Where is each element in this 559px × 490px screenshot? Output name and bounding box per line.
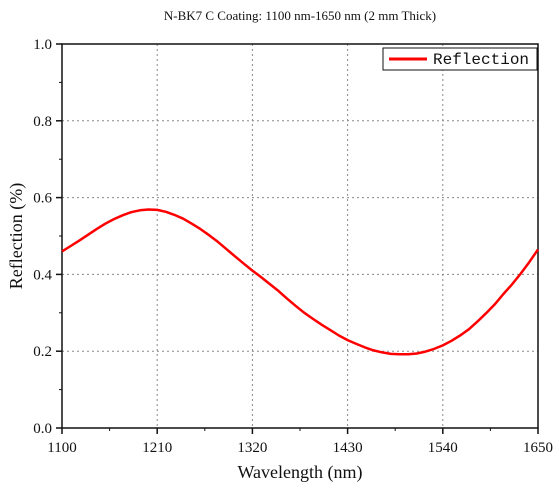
legend: Reflection — [382, 47, 538, 71]
x-tick-label: 1210 — [142, 440, 172, 456]
chart-title: N-BK7 C Coating: 1100 nm-1650 nm (2 mm T… — [164, 8, 436, 23]
series-lines — [61, 208, 540, 356]
y-tick-label: 0.0 — [33, 421, 52, 437]
x-tick-label: 1430 — [333, 440, 363, 456]
y-tick-label: 0.4 — [33, 267, 52, 283]
y-axis-label: Reflection (%) — [6, 183, 27, 289]
y-tick-label: 0.8 — [33, 114, 52, 130]
y-tick-label: 0.2 — [33, 344, 52, 360]
y-tick-label: 1.0 — [33, 37, 52, 53]
legend-label: Reflection — [433, 51, 529, 69]
series-line — [61, 208, 540, 356]
x-tick-label: 1650 — [523, 440, 553, 456]
x-axis-label: Wavelength (nm) — [237, 462, 362, 483]
grid-lines — [62, 44, 538, 428]
x-tick-label: 1540 — [428, 440, 458, 456]
axis-ticks: 1100 1210 1320 1430 1540 1650 0.0 0.2 0.4 0.6 0.8 1… — [33, 37, 553, 456]
y-tick-label: 0.6 — [33, 191, 52, 207]
plot-area-frame — [61, 43, 539, 429]
x-tick-label: 1320 — [237, 440, 267, 456]
x-tick-label: 1100 — [47, 440, 76, 456]
legend-box — [382, 47, 538, 71]
